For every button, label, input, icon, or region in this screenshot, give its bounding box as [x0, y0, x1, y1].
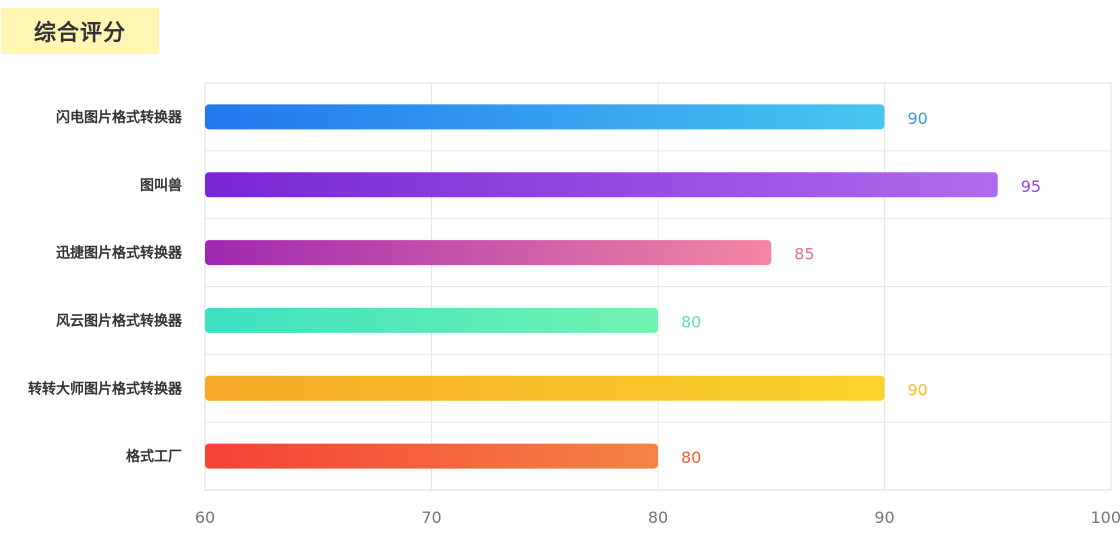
value-label: 80: [681, 312, 701, 331]
bar: [205, 443, 658, 469]
x-tick-label: 80: [648, 508, 668, 527]
category-label: 迅捷图片格式转换器: [56, 245, 183, 262]
value-label: 90: [908, 380, 928, 399]
category-label: 图叫兽: [140, 177, 182, 194]
bar: [205, 172, 998, 198]
x-tick-label: 90: [874, 508, 894, 527]
x-tick-label: 70: [421, 508, 441, 527]
bar: [205, 240, 772, 266]
plot-frame: [204, 82, 1112, 491]
value-label: 85: [794, 245, 814, 264]
chart-title-box: 综合评分: [1, 8, 159, 54]
bar: [205, 307, 658, 333]
bar: [205, 375, 885, 401]
bar: [205, 104, 885, 130]
category-label: 转转大师图片格式转换器: [28, 380, 183, 397]
x-tick-label: 100: [1090, 508, 1120, 527]
value-label: 80: [681, 448, 701, 467]
value-label: 90: [908, 109, 928, 128]
chart-title: 综合评分: [33, 21, 126, 46]
category-label: 闪电图片格式转换器: [56, 109, 183, 126]
category-label: 格式工厂: [126, 448, 182, 465]
category-label: 风云图片格式转换器: [56, 312, 183, 329]
x-tick-label: 60: [195, 508, 215, 527]
value-label: 95: [1021, 177, 1041, 196]
